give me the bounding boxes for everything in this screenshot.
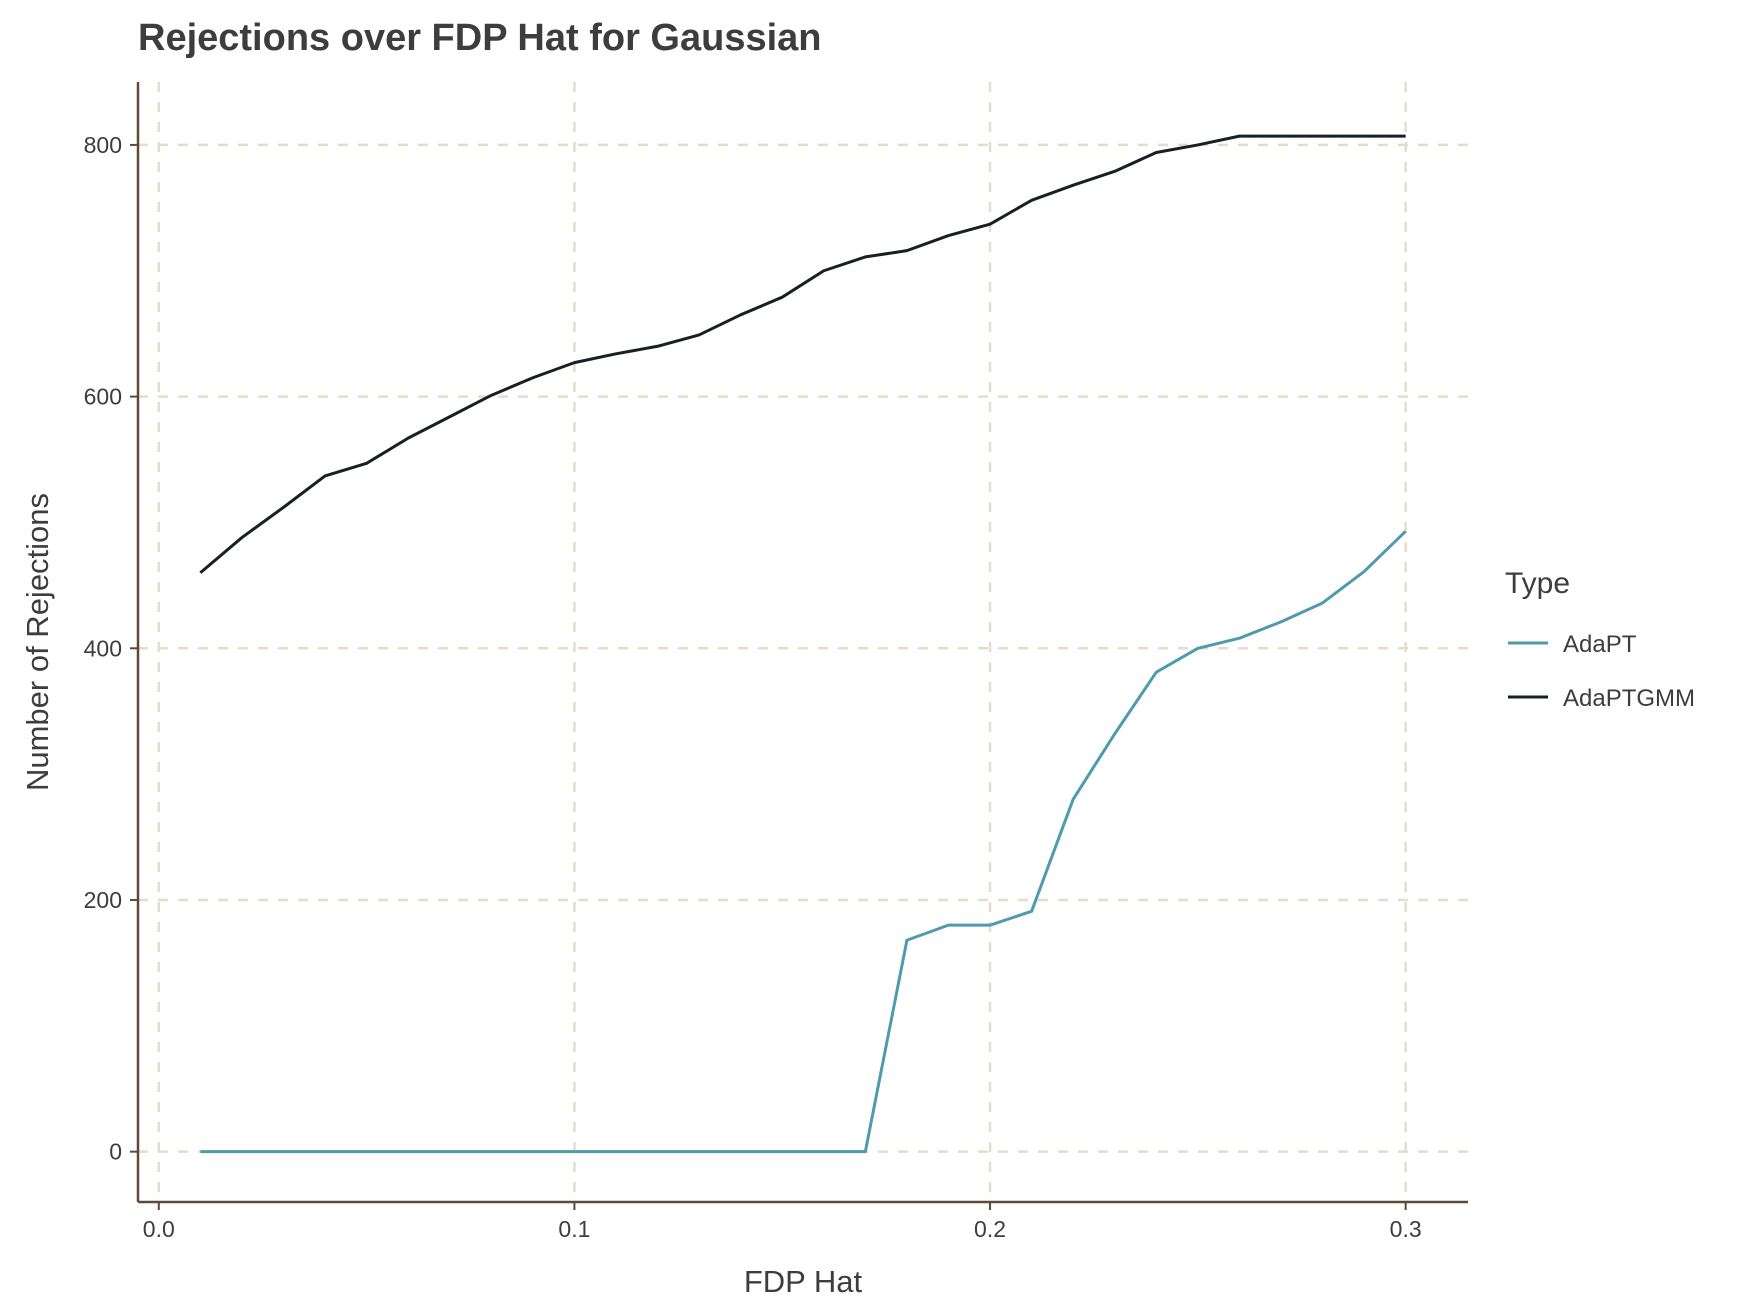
x-tick-label: 0.2 bbox=[974, 1216, 1006, 1242]
y-tick-label: 200 bbox=[84, 887, 122, 913]
y-tick-label: 800 bbox=[84, 132, 122, 158]
axes bbox=[136, 82, 1468, 1204]
y-tick-label: 0 bbox=[109, 1139, 122, 1165]
x-tick-label: 0.3 bbox=[1390, 1216, 1422, 1242]
ticks: 0 200 400 600 800 0.0 0.1 0.2 0.3 bbox=[84, 132, 1422, 1242]
legend-label-adaptgmm: AdaPTGMM bbox=[1563, 685, 1695, 712]
y-tick-label: 400 bbox=[84, 635, 122, 661]
series-line-adaptgmm bbox=[199, 134, 1406, 574]
legend: Type AdaPT AdaPTGMM bbox=[1505, 567, 1695, 712]
x-axis-title: FDP Hat bbox=[744, 1264, 863, 1299]
x-tick-label: 0.0 bbox=[143, 1216, 175, 1242]
y-tick-label: 600 bbox=[84, 384, 122, 410]
legend-title: Type bbox=[1505, 567, 1570, 600]
grid bbox=[138, 82, 1468, 1202]
legend-label-adapt: AdaPT bbox=[1563, 631, 1637, 658]
y-axis-title: Number of Rejections bbox=[20, 493, 55, 791]
series-line-adapt bbox=[200, 530, 1407, 1154]
chart-title: Rejections over FDP Hat for Gaussian bbox=[138, 17, 822, 59]
x-tick-label: 0.1 bbox=[558, 1216, 590, 1242]
series bbox=[199, 134, 1407, 1154]
